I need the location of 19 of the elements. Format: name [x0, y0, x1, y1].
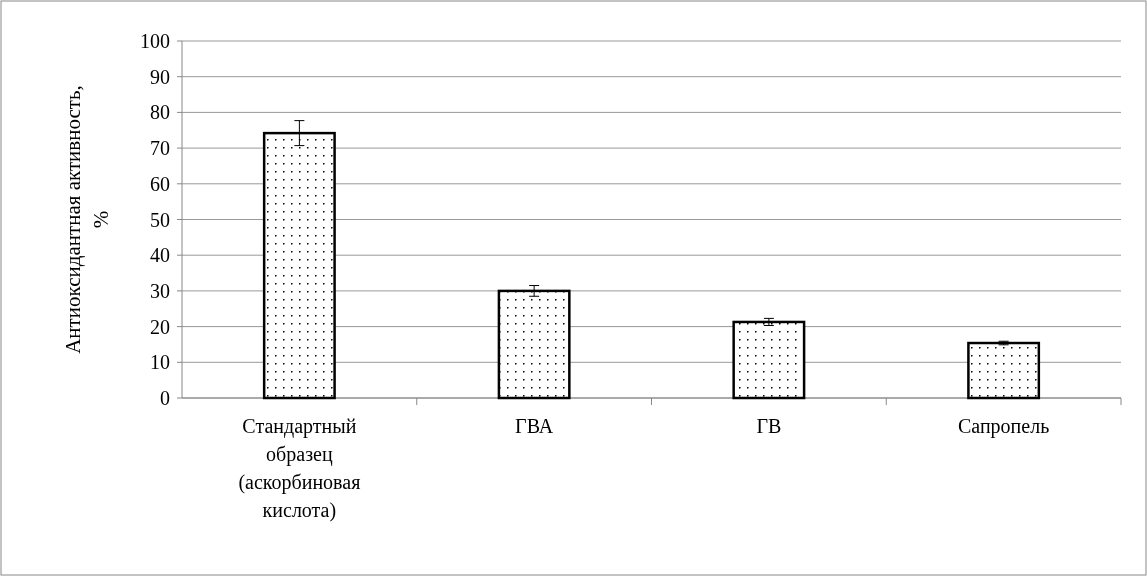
bar: [732, 320, 806, 400]
y-tick-label: 100: [140, 30, 170, 52]
x-tick-label: Стандартный образец (аскорбиновая кислота): [238, 415, 361, 522]
x-tick-label: ГВ: [756, 415, 782, 437]
y-tick-label: 90: [150, 65, 170, 88]
bar: [497, 289, 571, 400]
y-tick-label: 30: [150, 279, 170, 302]
y-tick-label: 10: [150, 351, 170, 374]
y-tick-label: 20: [150, 315, 170, 338]
y-tick-label: 40: [150, 244, 170, 267]
y-axis-title: Антиоксидантная активность, %: [61, 85, 113, 354]
x-tick-label: ГВА: [515, 415, 554, 437]
x-tick-label: Сапропель: [957, 415, 1050, 438]
y-tick-label: 80: [150, 101, 170, 124]
bar: [967, 341, 1041, 400]
y-tick-label: 50: [150, 208, 170, 231]
y-tick-label: 0: [160, 387, 170, 409]
y-tick-label: 60: [150, 172, 170, 195]
y-tick-label: 70: [150, 137, 170, 160]
